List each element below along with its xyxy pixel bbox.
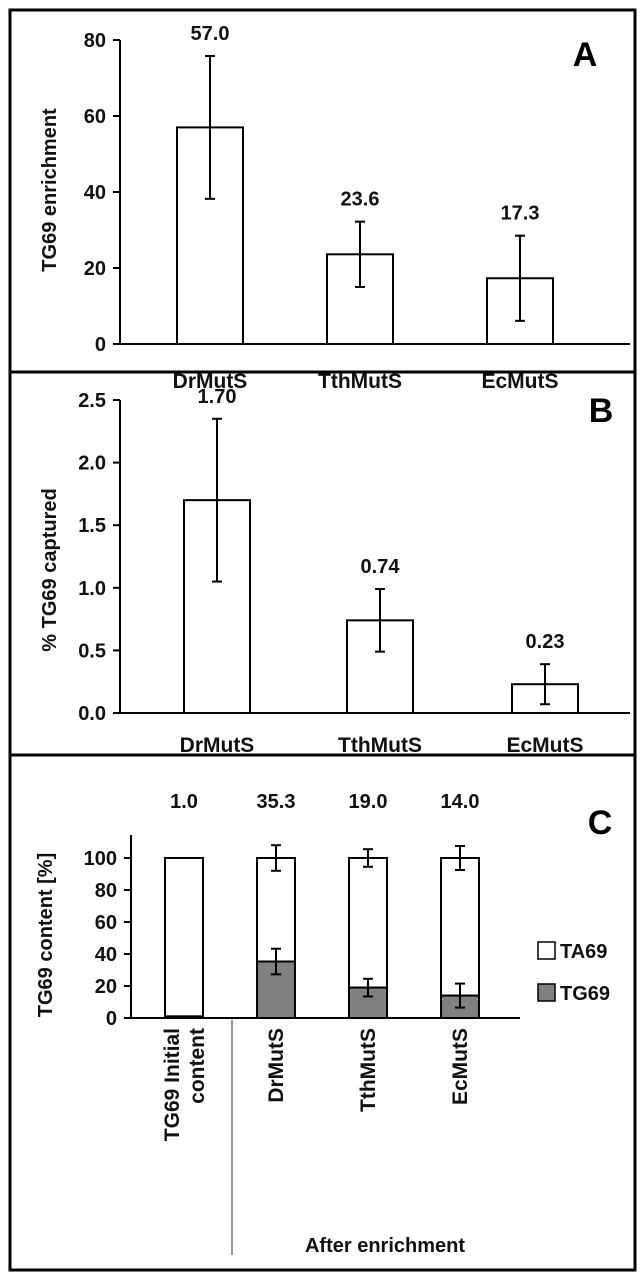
panel-c-top-label: 35.3 <box>257 791 296 813</box>
panel-b-y-axis-title: % TG69 captured <box>39 488 61 651</box>
panel-c-letter: C <box>588 804 613 842</box>
panel-a-y-axis-title: TG69 enrichment <box>39 108 61 272</box>
panel-c-chart: C TG69 content [%] After enrichment 0 20 4… <box>35 791 612 1257</box>
panel-b-y-tick-label: 0.5 <box>78 640 106 662</box>
panel-c-legend-label: TA69 <box>560 941 607 963</box>
panel-c-category-label-line: TthMutS <box>357 1028 380 1112</box>
panel-c-category-label-line: EcMutS <box>449 1028 472 1105</box>
panel-c-y-tick-label: 20 <box>95 976 117 998</box>
panel-c-bar-ta69 <box>164 857 204 1018</box>
panel-b-y-tick-label: 2.0 <box>78 453 106 475</box>
panel-c-category-label: TthMutS <box>357 1028 380 1112</box>
panel-c-y-tick-label: 60 <box>95 912 117 934</box>
panel-b-category-label: TthMutS <box>338 734 422 757</box>
panel-a-value-label: 23.6 <box>341 189 380 211</box>
panel-c-frame <box>8 753 637 1272</box>
panel-a-value-label: 17.3 <box>501 203 540 225</box>
panel-b-category-label: EcMutS <box>506 734 583 757</box>
panel-c-legend-swatch <box>537 941 556 960</box>
panel-a-chart: A TG69 enrichment 0 20 40 60 80 57.0 DrMutS 23.… <box>39 23 630 393</box>
panel-c-top-label: 1.0 <box>170 791 198 813</box>
panel-a-y-tick-label: 20 <box>84 258 106 280</box>
panel-a-y-tick-label: 0 <box>95 334 106 356</box>
panel-b-letter: B <box>589 392 614 430</box>
panel-a-y-tick-label: 80 <box>84 30 106 52</box>
panel-c-category-label: TG69 Initialcontent <box>161 1028 209 1141</box>
panel-b-value-label: 1.70 <box>198 386 237 408</box>
panel-c-y-tick-label: 0 <box>106 1008 117 1030</box>
panel-b-chart: B % TG69 captured 0.0 0.5 1.0 1.5 2.0 2.5 1.70… <box>39 386 630 757</box>
panel-a-value-label: 57.0 <box>191 23 230 45</box>
panel-c-y-tick-label: 80 <box>95 880 117 902</box>
panel-a-category-label: EcMutS <box>481 370 558 393</box>
panel-c-group-label: After enrichment <box>305 1235 465 1257</box>
panel-b-y-tick-label: 0.0 <box>78 703 106 725</box>
panel-b-y-tick-label: 1.5 <box>78 515 106 537</box>
panel-c-y-tick-label: 100 <box>84 848 117 870</box>
panel-c-legend-swatch <box>537 983 556 1002</box>
panel-c-category-label: EcMutS <box>449 1028 472 1105</box>
panel-a-category-label: TthMutS <box>318 370 402 393</box>
panel-c-top-label: 19.0 <box>349 791 388 813</box>
panel-b-category-label: DrMutS <box>180 734 255 757</box>
panel-c-bar-ta69 <box>440 857 480 997</box>
panel-a-y-tick-label: 40 <box>84 182 106 204</box>
panel-b-value-label: 0.23 <box>526 631 565 653</box>
panel-c-bar-ta69 <box>256 857 296 963</box>
panel-c-y-axis-title: TG69 content [%] <box>35 853 57 1017</box>
panel-c-category-label-line: content <box>186 1028 209 1104</box>
panel-b-bar <box>346 619 414 714</box>
panel-c-legend-label: TG69 <box>560 983 610 1005</box>
panel-a-letter: A <box>573 36 598 74</box>
panel-a-category-label: DrMutS <box>173 370 248 393</box>
panel-b-y-tick-label: 1.0 <box>78 578 106 600</box>
panel-a-y-tick-label: 60 <box>84 106 106 128</box>
panel-c-y-tick-label: 40 <box>95 944 117 966</box>
panel-b-value-label: 0.74 <box>361 556 401 578</box>
panel-c-category-label-line: DrMutS <box>265 1028 288 1103</box>
panel-c-bar-tg69 <box>164 1015 204 1020</box>
panel-c-top-label: 14.0 <box>441 791 480 813</box>
panel-c-category-label-line: TG69 Initial <box>161 1028 184 1141</box>
panel-c-category-label: DrMutS <box>265 1028 288 1103</box>
panel-c-bar-ta69 <box>348 857 388 989</box>
panel-b-y-tick-label: 2.5 <box>78 390 106 412</box>
